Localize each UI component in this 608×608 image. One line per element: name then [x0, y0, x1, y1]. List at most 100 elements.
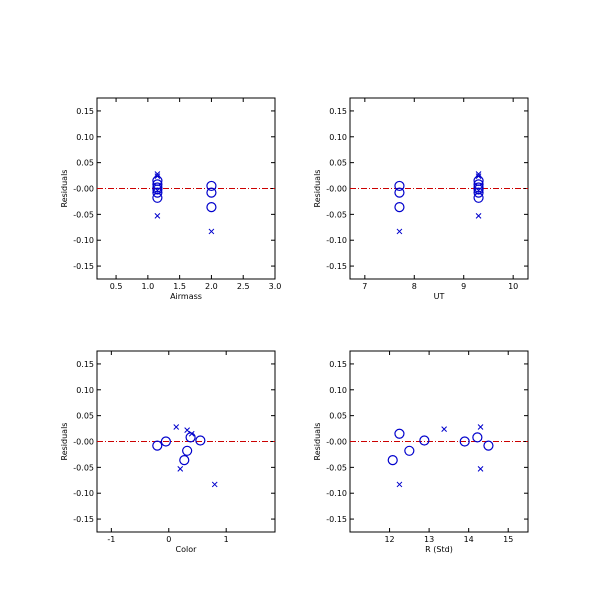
y-tick-label: 0.15 [76, 107, 94, 116]
x-tick-label: 1.0 [141, 282, 154, 291]
x-axis-label: R (Std) [425, 545, 453, 554]
data-point-circle [459, 436, 470, 447]
y-tick-label: -0.15 [326, 262, 347, 271]
data-point-x [477, 424, 484, 430]
data-point-circle [160, 436, 172, 447]
x-tick-label: 10 [508, 282, 518, 291]
data-point-circle [473, 179, 484, 190]
y-tick-label: 0.15 [76, 360, 94, 369]
data-point-x [188, 430, 195, 437]
y-tick-label: -0.15 [73, 262, 94, 271]
y-tick-label: 0.10 [76, 386, 94, 395]
data-point-x [173, 424, 180, 430]
data-point-circle [419, 435, 430, 446]
y-tick-label: 0.05 [76, 412, 94, 421]
data-point-circle [182, 445, 193, 456]
data-point-circle [206, 180, 217, 192]
x-axis-label: Airmass [170, 292, 202, 301]
y-tick-label: -0.15 [326, 515, 347, 524]
data-point-circle [206, 187, 217, 198]
data-point-circle [473, 187, 484, 198]
y-tick-label: 0.05 [329, 159, 347, 168]
y-tick-label: -0.05 [326, 210, 347, 219]
y-tick-label: 0.10 [329, 133, 347, 142]
y-axis-label: Residuals [60, 423, 69, 461]
y-tick-label: 0.10 [329, 386, 347, 395]
x-tick-label: 7 [362, 282, 367, 291]
y-tick-label: -0.10 [326, 236, 347, 245]
y-tick-label: -0.00 [73, 185, 94, 194]
data-point-circle [394, 428, 405, 439]
y-tick-label: -0.10 [73, 489, 94, 498]
y-tick-label: -0.05 [326, 463, 347, 472]
y-tick-label: 0.15 [329, 107, 347, 116]
x-tick-label: -1 [107, 535, 115, 544]
data-point-circle [472, 432, 483, 443]
data-point-x [184, 427, 191, 433]
data-point-circle [387, 455, 398, 466]
x-tick-label: 12 [384, 535, 394, 544]
data-point-x [154, 173, 161, 179]
data-point-circle [394, 202, 405, 213]
x-axis-label: UT [434, 292, 445, 301]
data-point-circle [152, 184, 163, 195]
x-tick-label: 13 [424, 535, 434, 544]
data-point-circle [394, 180, 405, 192]
x-tick-label: 15 [503, 535, 513, 544]
data-point-x [475, 187, 482, 194]
x-tick-label: 1 [224, 535, 229, 544]
y-tick-label: -0.15 [73, 515, 94, 524]
y-tick-label: -0.05 [73, 463, 94, 472]
panel-r-std: 0.15 0.10 0.05 -0.00 -0.05 -0.10 -0.15 12 13 14 15… [313, 350, 529, 554]
data-point-x [475, 171, 482, 177]
panel-ut: 0.15 0.10 0.05 -0.00 -0.05 -0.10 -0.15 7 8 9 10 UT R… [313, 97, 529, 301]
panel-color: 0.15 0.10 0.05 -0.00 -0.05 -0.10 -0.15 -1 0 1 Colo… [60, 350, 276, 554]
y-axis-label: Residuals [60, 170, 69, 208]
y-tick-label: -0.00 [326, 185, 347, 194]
y-tick-label: -0.05 [73, 210, 94, 219]
data-point-circle [483, 440, 494, 451]
y-tick-label: -0.10 [73, 236, 94, 245]
y-tick-label: 0.15 [329, 360, 347, 369]
data-point-x [208, 228, 215, 235]
data-point-x [477, 466, 484, 472]
panel-airmass: 0.15 0.10 0.05 -0.00 -0.05 -0.10 -0.15 0.5 1.0 1.… [60, 97, 282, 301]
data-point-circle [195, 435, 206, 446]
data-point-circle [152, 192, 163, 203]
x-tick-label: 0 [166, 535, 171, 544]
x-tick-label: 2.0 [205, 282, 218, 291]
x-tick-label: 1.5 [173, 282, 186, 291]
data-point-circle [394, 187, 405, 198]
data-point-circle [206, 202, 217, 213]
data-point-x [475, 213, 482, 219]
y-tick-label: 0.10 [76, 133, 94, 142]
data-point-circle [179, 455, 190, 466]
data-point-circle [152, 187, 163, 198]
x-tick-label: 9 [461, 282, 466, 291]
x-tick-label: 8 [412, 282, 417, 291]
data-point-x [475, 173, 482, 179]
data-point-x [396, 228, 403, 235]
data-point-x [177, 466, 184, 472]
x-axis-label: Color [176, 545, 198, 554]
data-point-x [154, 171, 161, 177]
data-point-x [154, 187, 161, 194]
data-point-circle [473, 184, 484, 195]
data-point-x [154, 213, 161, 219]
data-point-x [441, 426, 447, 432]
x-tick-label: 0.5 [110, 282, 123, 291]
x-tick-label: 2.5 [237, 282, 250, 291]
y-axis-label: Residuals [313, 423, 322, 461]
y-tick-label: -0.10 [326, 489, 347, 498]
data-point-x [396, 481, 403, 488]
data-point-circle [152, 440, 163, 451]
y-tick-label: 0.05 [76, 159, 94, 168]
y-tick-label: -0.00 [73, 438, 94, 447]
data-point-circle [152, 179, 163, 190]
x-tick-label: 3.0 [269, 282, 282, 291]
data-point-circle [473, 192, 484, 203]
y-tick-label: 0.05 [329, 412, 347, 421]
data-point-circle [404, 445, 415, 456]
x-tick-label: 14 [464, 535, 474, 544]
